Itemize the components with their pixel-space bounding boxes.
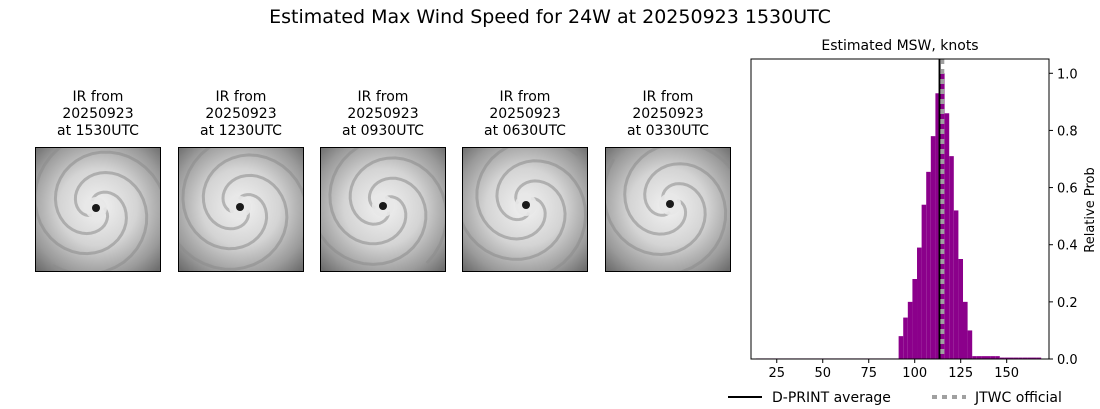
- y-tick-label: 0.2: [1057, 296, 1078, 311]
- ir-panel: IR from 20250923 at 1530UTC: [35, 89, 161, 272]
- ir-panel: IR from 20250923 at 1230UTC: [178, 89, 304, 272]
- histogram-bar: [985, 356, 991, 359]
- y-tick-label: 0.6: [1057, 182, 1078, 197]
- histogram-bar: [1027, 357, 1032, 359]
- chart-title: Estimated MSW, knots: [821, 38, 978, 54]
- ir-caption-line: IR from: [72, 89, 124, 105]
- histogram-bar: [935, 93, 941, 360]
- ir-caption-time: at 0930UTC: [342, 123, 424, 139]
- ir-satellite-image: [462, 147, 588, 272]
- y-tick-label: 1.0: [1057, 67, 1078, 82]
- x-tick-label: 100: [902, 366, 927, 381]
- y-axis-label: Relative Prob: [1083, 167, 1098, 252]
- histogram-bar: [898, 336, 904, 359]
- x-tick-label: 25: [768, 366, 785, 381]
- ir-satellite-image: [35, 147, 161, 272]
- ir-satellite-image: [178, 147, 304, 272]
- histogram-bar: [917, 247, 922, 359]
- y-axis-ticks: 0.0 0.2 0.4 0.6 0.8 1.0: [1049, 67, 1078, 368]
- ir-caption-date: 20250923: [62, 106, 134, 122]
- histogram-bar: [921, 204, 927, 359]
- x-tick-label: 50: [814, 366, 831, 381]
- ir-caption-time: at 1230UTC: [200, 123, 282, 139]
- histogram-bar: [1004, 357, 1009, 359]
- histogram-bar: [903, 317, 908, 359]
- ir-satellite-image: [605, 147, 731, 272]
- ir-caption-time: at 0630UTC: [484, 123, 566, 139]
- histogram-bar: [1036, 357, 1042, 359]
- ir-caption-date: 20250923: [347, 106, 419, 122]
- ir-caption: IR from 20250923 at 0330UTC: [605, 89, 731, 141]
- ir-panel: IR from 20250923 at 0630UTC: [462, 89, 588, 272]
- ir-caption-date: 20250923: [632, 106, 704, 122]
- ir-caption: IR from 20250923 at 1230UTC: [178, 89, 304, 141]
- plot-frame: [750, 58, 1050, 360]
- histogram-bar: [976, 356, 982, 359]
- ir-caption: IR from 20250923 at 0630UTC: [462, 89, 588, 141]
- histogram-bar: [944, 113, 950, 360]
- ir-caption-time: at 1530UTC: [57, 123, 139, 139]
- y-tick-label: 0.4: [1057, 239, 1078, 254]
- ir-caption-line: IR from: [642, 89, 694, 105]
- histogram-bar: [972, 356, 977, 359]
- histogram-bar: [995, 356, 1000, 359]
- histogram-bar: [1031, 357, 1037, 359]
- ir-panel: IR from 20250923 at 0930UTC: [320, 89, 446, 272]
- x-tick-label: 125: [948, 366, 973, 381]
- reference-lines: [938, 59, 945, 359]
- y-tick-label: 0.8: [1057, 124, 1078, 139]
- histogram-bar: [1018, 357, 1023, 359]
- ir-caption-line: IR from: [215, 89, 267, 105]
- ir-caption: IR from 20250923 at 0930UTC: [320, 89, 446, 141]
- ir-caption-date: 20250923: [205, 106, 277, 122]
- histogram-bar: [912, 279, 918, 359]
- ir-satellite-image: [320, 147, 446, 272]
- histogram-bar: [940, 73, 945, 360]
- x-axis-ticks: 25 50 75 100 125 150: [768, 359, 1019, 381]
- ir-caption-time: at 0330UTC: [627, 123, 709, 139]
- histogram-bar: [953, 210, 959, 359]
- legend-label-jtwc: JTWC official: [974, 390, 1062, 406]
- histogram-bar: [1008, 357, 1014, 359]
- ir-caption: IR from 20250923 at 1530UTC: [35, 89, 161, 141]
- histogram-bar: [930, 136, 936, 359]
- ir-panel: IR from 20250923 at 0330UTC: [605, 89, 731, 272]
- x-tick-label: 150: [994, 366, 1019, 381]
- ir-caption-date: 20250923: [489, 106, 561, 122]
- legend: D-PRINT average JTWC official: [728, 390, 1062, 406]
- histogram-bar: [926, 171, 931, 359]
- histogram-bar: [1013, 357, 1019, 359]
- histogram-bar: [967, 330, 973, 359]
- histogram-bar: [949, 156, 954, 359]
- histogram-bar: [958, 259, 964, 359]
- histogram-bar: [990, 356, 996, 359]
- y-tick-label: 0.0: [1057, 353, 1078, 368]
- histogram-bar: [1022, 357, 1028, 359]
- figure-title: Estimated Max Wind Speed for 24W at 2025…: [269, 6, 831, 28]
- histogram-bar: [981, 356, 986, 359]
- legend-label-dprint: D-PRINT average: [772, 390, 891, 406]
- histogram-bar: [907, 301, 913, 359]
- ir-caption-line: IR from: [499, 89, 551, 105]
- histogram-bar: [999, 357, 1005, 359]
- histogram-bar: [963, 301, 968, 359]
- ir-caption-line: IR from: [357, 89, 409, 105]
- histogram-bars: [756, 73, 1042, 360]
- x-tick-label: 75: [860, 366, 877, 381]
